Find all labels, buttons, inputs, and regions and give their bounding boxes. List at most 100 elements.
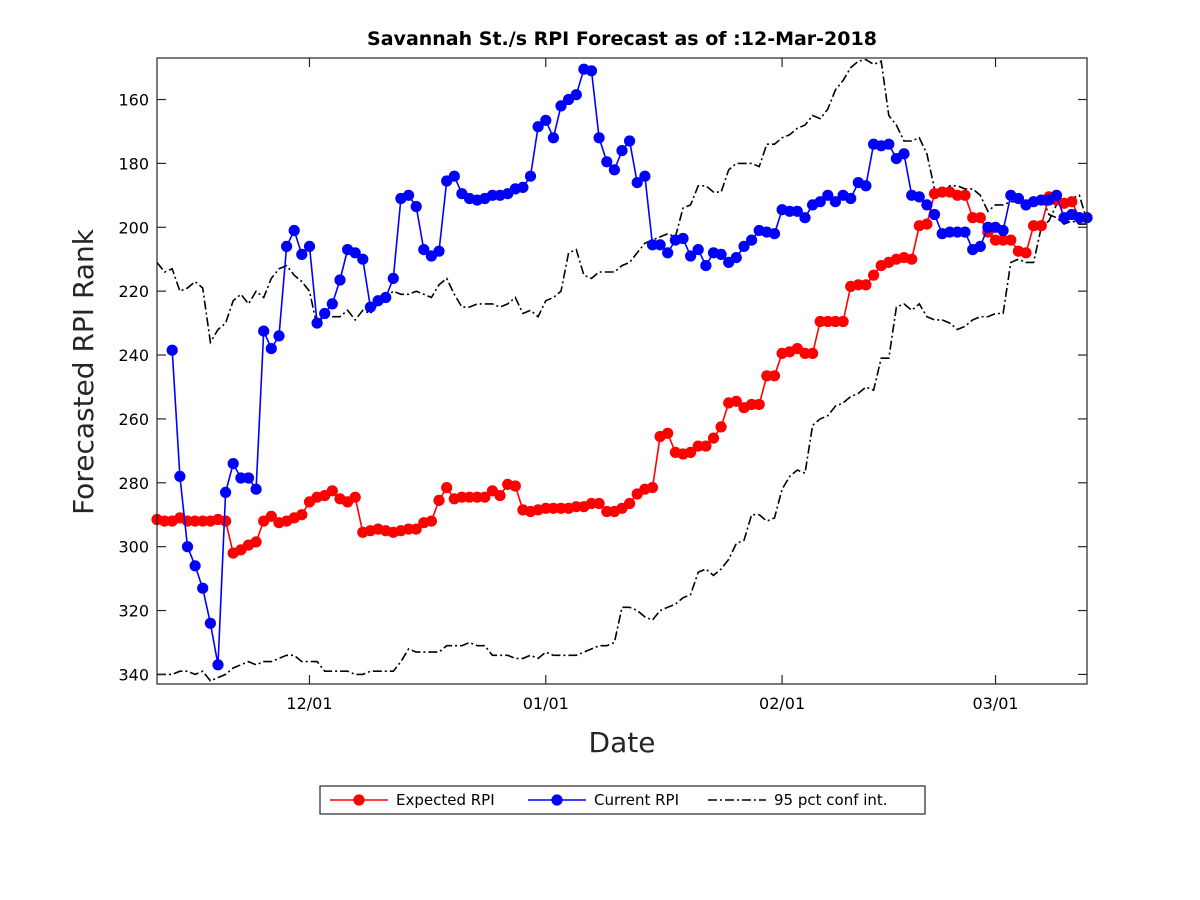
data-point xyxy=(585,65,598,77)
data-point xyxy=(296,248,308,260)
legend-box xyxy=(319,785,926,815)
data-point xyxy=(1050,189,1063,201)
data-point xyxy=(768,370,781,382)
series-expected-rpi xyxy=(151,186,1093,559)
data-point xyxy=(181,541,194,553)
data-point xyxy=(593,132,605,144)
data-point xyxy=(921,199,933,211)
data-point xyxy=(685,250,697,262)
data-point xyxy=(768,228,781,240)
data-point xyxy=(463,491,476,503)
data-point xyxy=(524,170,537,182)
ci-line xyxy=(157,194,1088,682)
series-layer xyxy=(151,58,1093,682)
series-current-rpi xyxy=(166,63,1093,671)
data-point xyxy=(829,315,842,328)
data-point xyxy=(822,189,834,201)
y-tick-label: 280 xyxy=(118,474,149,493)
data-point xyxy=(570,89,582,101)
y-tick-label: 220 xyxy=(118,282,149,301)
data-point xyxy=(654,239,666,251)
legend-marker xyxy=(551,794,563,806)
data-point xyxy=(433,245,445,257)
data-point xyxy=(174,470,186,482)
data-point xyxy=(807,347,819,359)
data-point xyxy=(692,440,704,452)
x-tick-label: 02/01 xyxy=(759,694,805,713)
data-point xyxy=(700,260,712,272)
data-point xyxy=(906,253,918,265)
data-point xyxy=(364,301,376,313)
legend-entry: Expected RPI xyxy=(330,791,495,809)
x-tick-label: 03/01 xyxy=(972,694,1018,713)
data-point xyxy=(197,582,209,594)
data-point xyxy=(608,164,621,176)
data-point xyxy=(761,370,773,382)
axes-layer: 160 180 200 220 240 260 280 300 320 340 12/01 01/01… xyxy=(118,57,1088,713)
data-point xyxy=(624,497,636,510)
data-point xyxy=(357,253,369,265)
data-point xyxy=(791,205,803,217)
legend: Expected RPI Current RPI 95 pct conf int. xyxy=(319,785,926,815)
data-point xyxy=(845,192,857,205)
data-point xyxy=(410,200,422,213)
y-tick-label: 340 xyxy=(118,665,149,684)
data-point xyxy=(326,485,338,497)
data-point xyxy=(387,272,399,284)
data-point xyxy=(837,315,849,328)
data-point xyxy=(829,196,842,208)
data-point xyxy=(1035,220,1047,232)
data-point xyxy=(868,269,880,281)
y-tick-label: 260 xyxy=(118,410,149,429)
data-point xyxy=(974,212,986,224)
x-axis-label: Date xyxy=(589,726,656,759)
y-tick-label: 240 xyxy=(118,346,149,365)
data-point xyxy=(715,248,727,260)
data-point xyxy=(349,491,361,503)
data-point xyxy=(448,170,460,182)
y-tick-label: 320 xyxy=(118,602,149,621)
legend-marker xyxy=(353,794,365,806)
data-point xyxy=(746,234,758,246)
data-point xyxy=(715,421,727,433)
data-point xyxy=(410,523,422,535)
data-point xyxy=(677,232,689,245)
data-point xyxy=(624,135,636,147)
data-point xyxy=(707,432,720,444)
data-point xyxy=(692,244,704,256)
data-point xyxy=(601,156,613,168)
data-point xyxy=(212,659,224,671)
data-point xyxy=(738,240,750,252)
data-point xyxy=(662,427,674,439)
data-point xyxy=(959,189,971,201)
data-point xyxy=(273,330,285,342)
data-point xyxy=(555,100,567,112)
data-point xyxy=(250,483,262,495)
data-point xyxy=(197,515,209,527)
data-point xyxy=(921,218,933,230)
data-point xyxy=(220,486,232,498)
y-tick-label: 180 xyxy=(118,154,149,173)
data-point xyxy=(425,515,437,527)
data-point xyxy=(974,240,986,252)
data-point xyxy=(959,226,971,238)
x-tick-label: 12/01 xyxy=(286,694,332,713)
data-point xyxy=(265,510,277,522)
data-point xyxy=(418,244,430,256)
data-point xyxy=(227,458,239,470)
data-point xyxy=(1005,234,1017,246)
data-point xyxy=(639,170,651,182)
legend-label: Current RPI xyxy=(594,791,679,809)
data-point xyxy=(288,224,300,237)
data-point xyxy=(753,398,765,411)
x-tick-label: 01/01 xyxy=(523,694,569,713)
ci-line xyxy=(156,58,1087,345)
data-point xyxy=(700,440,712,452)
y-tick-label: 160 xyxy=(118,91,149,110)
y-tick-label: 300 xyxy=(118,538,149,557)
data-point xyxy=(296,509,308,521)
data-point xyxy=(593,497,605,510)
data-point xyxy=(928,208,941,221)
data-point xyxy=(860,279,872,291)
data-point xyxy=(441,482,453,494)
